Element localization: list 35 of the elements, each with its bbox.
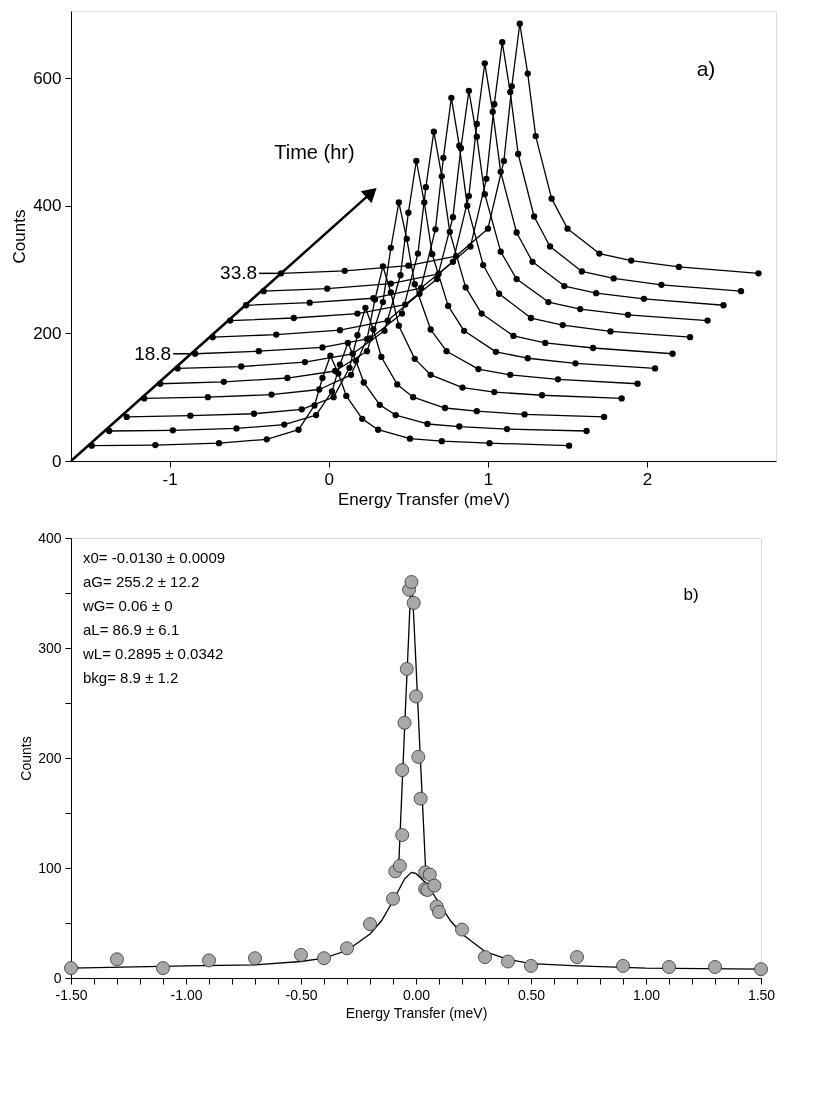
x-tick-label: -1.00 — [170, 986, 203, 1003]
y-tick-label: 200 — [33, 323, 62, 343]
annotation: aG= 255.2 ± 12.2 — [83, 573, 200, 590]
y-tick-label: 300 — [38, 639, 62, 656]
annotation: wL= 0.2895 ± 0.0342 — [82, 645, 224, 662]
annotation: b) — [683, 585, 699, 605]
x-tick-label: 0.00 — [402, 986, 431, 1003]
x-tick-label: 1.50 — [747, 986, 776, 1003]
x-tick-label: 1.00 — [632, 986, 661, 1003]
annotation: 33.8 — [220, 262, 258, 284]
annotation: a) — [696, 56, 716, 80]
y-tick-label: 400 — [33, 196, 62, 216]
y-axis-title: Counts — [18, 736, 35, 781]
annotation: 18.8 — [134, 342, 172, 364]
annotation: bkg= 8.9 ± 1.2 — [83, 669, 179, 686]
x-axis-title: Energy Transfer (meV) — [338, 489, 510, 509]
y-tick-label: 600 — [33, 68, 62, 88]
y-tick-label: 400 — [38, 529, 62, 546]
y-tick-label: 200 — [38, 749, 62, 766]
y-tick-label: 100 — [38, 859, 62, 876]
x-tick-label: -0.50 — [285, 986, 318, 1003]
x-tick-label: -1.50 — [55, 986, 88, 1003]
x-tick-label: 0 — [324, 469, 335, 489]
y-axis-title: Counts — [10, 209, 30, 264]
x-tick-label: 1 — [483, 469, 494, 489]
y-tick-label: 0 — [53, 969, 62, 986]
x-tick-label: 0.50 — [517, 986, 546, 1003]
x-axis-title: Energy Transfer (meV) — [345, 1004, 488, 1021]
annotation: aL= 86.9 ± 6.1 — [83, 621, 180, 638]
annotation: wG= 0.06 ± 0 — [82, 597, 173, 614]
annotation: Time (hr) — [274, 140, 355, 163]
x-tick-label: -1 — [162, 469, 178, 489]
annotation: x0= -0.0130 ± 0.0009 — [83, 549, 226, 566]
y-tick-label: 0 — [52, 451, 62, 471]
x-tick-label: 2 — [642, 469, 653, 489]
